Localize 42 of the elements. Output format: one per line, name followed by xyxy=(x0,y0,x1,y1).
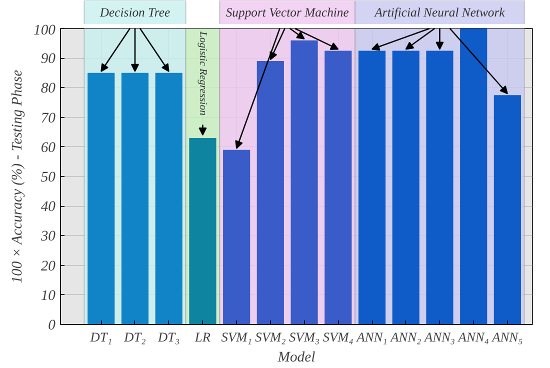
y-tick-label: 40 xyxy=(40,199,56,216)
y-tick-label: 50 xyxy=(40,170,56,186)
y-tick-label: 60 xyxy=(40,140,56,156)
bar xyxy=(392,50,420,324)
x-tick-label: SVM₃ xyxy=(289,330,320,344)
x-tick-label: LR xyxy=(194,330,210,344)
y-tick-label: 10 xyxy=(40,288,56,304)
bar xyxy=(426,50,454,324)
bar xyxy=(256,61,284,324)
bar xyxy=(358,50,386,324)
y-tick-label: 20 xyxy=(40,258,56,274)
band-label: Logistic Regression xyxy=(197,30,208,116)
x-tick-label: DT₃ xyxy=(157,330,180,344)
x-tick-label: SVM₄ xyxy=(322,330,354,344)
x-tick-label: ANN₁ xyxy=(356,330,388,344)
y-tick-label: 80 xyxy=(40,80,56,97)
x-tick-label: SVM₂ xyxy=(255,330,286,344)
bar xyxy=(223,150,250,324)
band-label: Decision Tree xyxy=(98,6,170,20)
y-tick-label: 70 xyxy=(40,110,56,126)
bar xyxy=(155,72,182,324)
x-tick-label: ANN₃ xyxy=(423,330,456,344)
x-tick-label: DT₁ xyxy=(89,330,112,344)
x-tick-label: ANN₅ xyxy=(491,330,524,344)
bar xyxy=(121,72,149,324)
x-tick-label: DT₂ xyxy=(123,330,146,344)
bar xyxy=(460,28,488,324)
bar xyxy=(290,40,318,324)
y-tick-label: 100 xyxy=(34,22,56,38)
y-tick-label: 90 xyxy=(40,51,56,68)
x-tick-label: SVM₁ xyxy=(221,330,252,344)
y-tick-label: 0 xyxy=(48,318,56,334)
bar xyxy=(494,95,521,324)
y-tick-label: 30 xyxy=(40,228,56,245)
band-label: Artificial Neural Network xyxy=(374,6,506,20)
band-label: Support Vector Machine xyxy=(226,6,350,20)
bar xyxy=(324,50,352,324)
x-axis-title: Model xyxy=(276,350,316,366)
x-tick-label: ANN₂ xyxy=(390,330,422,344)
bar xyxy=(88,72,115,324)
x-tick-label: ANN₄ xyxy=(457,330,490,344)
y-axis-title: 100 × Accuracy (%) - Testing Phase xyxy=(10,69,26,284)
